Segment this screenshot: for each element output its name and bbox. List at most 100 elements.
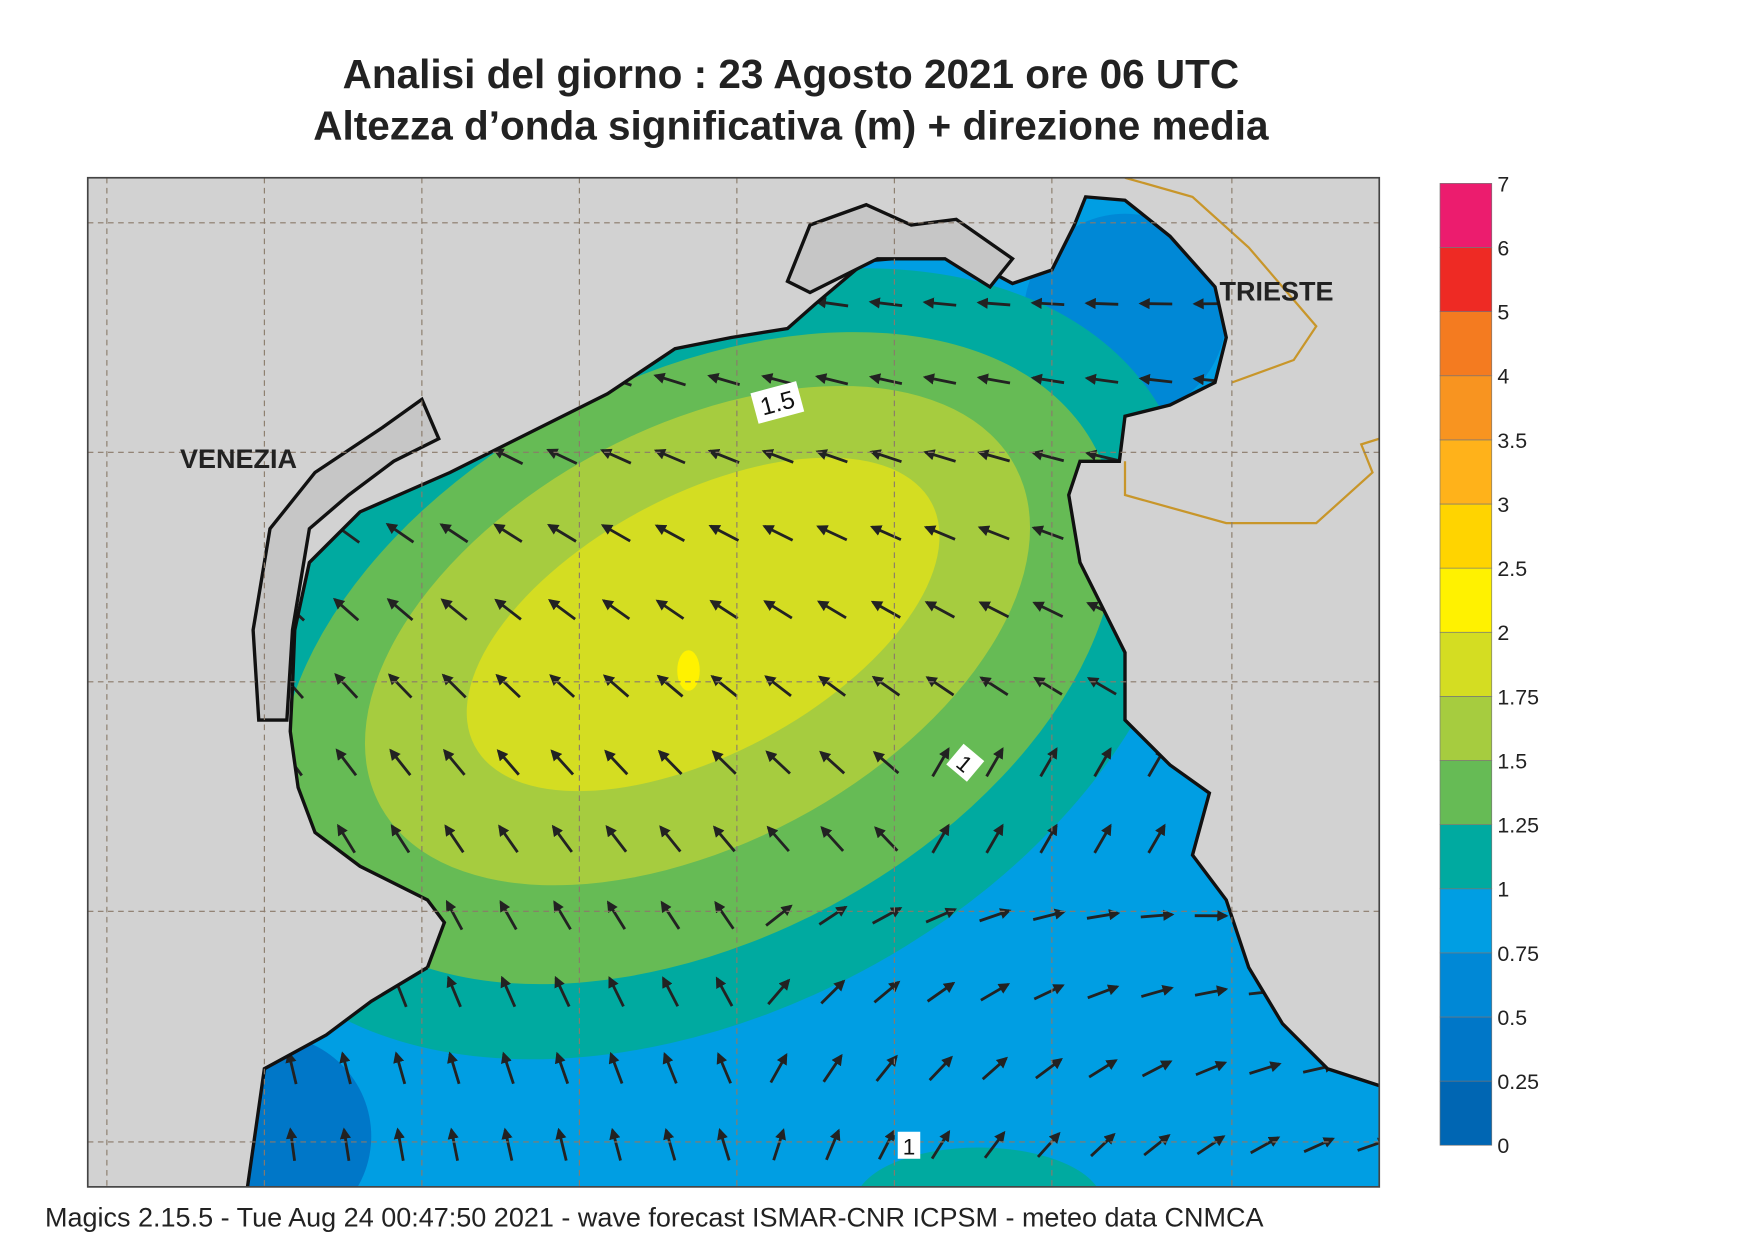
colorbar-tick-label: 1 [1497, 878, 1509, 902]
direction-arrow [447, 1051, 461, 1085]
direction-arrow [499, 900, 518, 931]
direction-arrow [1035, 1057, 1063, 1080]
direction-arrow [979, 908, 1012, 923]
direction-arrow [285, 1051, 298, 1085]
direction-arrow [334, 673, 359, 699]
direction-arrow [550, 749, 575, 776]
direction-arrow [555, 1127, 568, 1161]
direction-arrow [1147, 823, 1166, 854]
direction-arrow [498, 824, 519, 853]
direction-arrow [662, 976, 679, 1007]
direction-arrow [715, 976, 734, 1007]
direction-arrow [870, 600, 901, 619]
contour-label-box [750, 381, 805, 424]
colorbar-band [1439, 631, 1493, 697]
direction-arrow [1090, 1132, 1116, 1158]
direction-arrow [653, 372, 686, 387]
coastline [245, 966, 429, 1187]
border [1124, 177, 1318, 384]
direction-arrow [390, 824, 411, 854]
direction-arrow [981, 1056, 1008, 1081]
direction-arrow [1030, 373, 1065, 385]
direction-arrow [868, 373, 903, 386]
direction-arrow [601, 599, 631, 621]
colorbar-tick-label: 6 [1497, 236, 1509, 260]
direction-arrow [765, 750, 791, 775]
direction-arrow [1033, 676, 1063, 696]
direction-arrow [765, 904, 793, 927]
direction-arrow [769, 1053, 788, 1084]
direction-arrow [764, 675, 792, 697]
direction-arrow [976, 373, 1011, 385]
direction-arrow [501, 1051, 515, 1085]
direction-arrow [716, 1052, 732, 1084]
direction-arrow [819, 750, 846, 775]
direction-arrow [663, 1127, 677, 1161]
border [1123, 437, 1380, 525]
title: Analisi del giorno : 23 Agosto 2021 ore … [343, 51, 1239, 97]
place-label: TRIESTE [1220, 276, 1334, 306]
direction-arrow [548, 599, 576, 621]
direction-arrow [446, 975, 462, 1008]
colorbar-band [1439, 375, 1493, 441]
colorbar-band [1439, 183, 1493, 248]
direction-arrow [659, 825, 682, 853]
direction-arrow [922, 297, 957, 309]
map-frame [86, 176, 1381, 1188]
direction-arrow [1032, 908, 1066, 921]
direction-arrow [1086, 677, 1117, 696]
direction-arrow [979, 676, 1009, 696]
direction-arrow [493, 523, 523, 543]
direction-arrow [1250, 1136, 1281, 1155]
colorbar-band [1439, 439, 1493, 505]
direction-arrow [385, 523, 415, 544]
direction-arrow [983, 1130, 1006, 1159]
colorbar-band [1439, 760, 1493, 825]
direction-arrow [1084, 297, 1119, 310]
colorbar-tick-label: 3 [1497, 493, 1509, 517]
colorbar-band [1439, 1080, 1493, 1146]
direction-arrow [393, 1051, 407, 1085]
colorbar-band [1439, 952, 1493, 1018]
direction-arrow [602, 674, 630, 698]
direction-arrow [825, 1128, 841, 1161]
direction-arrow [1249, 1061, 1282, 1075]
direction-arrow [928, 1055, 953, 1082]
direction-arrow [717, 1128, 731, 1161]
direction-arrow [980, 983, 1011, 1002]
colorbar-tick-label: 0 [1497, 1134, 1509, 1158]
direction-arrow [1093, 823, 1112, 854]
direction-arrow [1084, 373, 1119, 385]
direction-arrow [1140, 909, 1175, 921]
direction-arrow [501, 1127, 514, 1161]
direction-arrow [655, 599, 685, 620]
direction-arrow [871, 906, 903, 925]
graticule [87, 177, 1380, 1187]
direction-arrow [549, 674, 576, 698]
direction-arrow [440, 598, 468, 621]
subtitle: Altezza d’onda significativa (m) + direz… [313, 103, 1269, 149]
direction-arrow [495, 673, 521, 699]
direction-arrow [763, 600, 793, 620]
direction-arrow [386, 598, 414, 622]
direction-arrow [1138, 373, 1173, 386]
band [466, 457, 940, 792]
direction-arrow [447, 1127, 459, 1161]
map [87, 177, 1380, 1187]
direction-arrow [333, 597, 360, 622]
direction-arrow [547, 523, 577, 543]
colorbar-tick-label: 4 [1497, 365, 1509, 389]
lagoon [251, 396, 441, 722]
direction-arrow [926, 981, 956, 1003]
direction-arrow [608, 1051, 624, 1084]
direction-arrow [546, 448, 578, 465]
footer: Magics 2.15.5 - Tue Aug 24 00:47:50 2021… [45, 1202, 1264, 1232]
direction-arrow [1357, 1137, 1380, 1152]
direction-arrow [1033, 984, 1065, 1001]
direction-arrow [444, 824, 465, 854]
direction-arrow [762, 525, 794, 542]
direction-arrow [710, 674, 738, 698]
colorbar-tick-label: 1.75 [1497, 685, 1539, 709]
